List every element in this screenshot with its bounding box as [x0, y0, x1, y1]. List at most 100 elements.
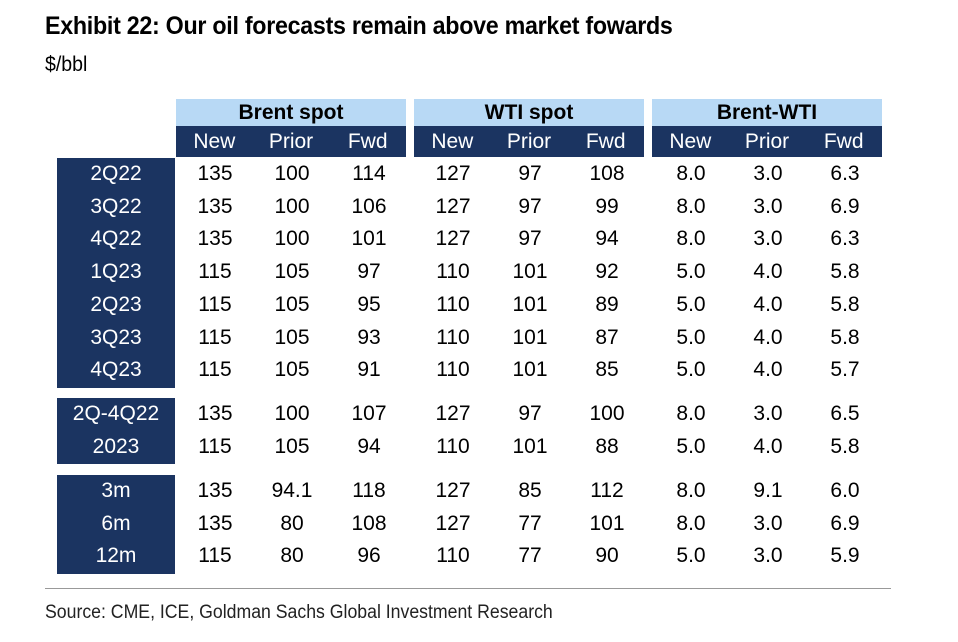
table-cell: 97: [357, 260, 381, 284]
table-cell: 89: [595, 292, 619, 316]
table-cell: 5.0: [676, 544, 706, 568]
table-cell: 115: [198, 434, 232, 458]
table-cell: 6.0: [830, 479, 860, 502]
subheader-row: New Prior Fwd: [414, 126, 644, 157]
table-cell: 95: [357, 292, 381, 316]
table-cell: 5.8: [830, 325, 860, 349]
table-cell: 135: [197, 479, 233, 502]
row-label: 4Q23: [90, 358, 142, 382]
table-cell: 127: [435, 227, 471, 251]
table-cell: 5.0: [676, 325, 706, 349]
table-cell: 97: [518, 194, 542, 218]
table-cell: 115: [198, 325, 232, 349]
subheader-label: Fwd: [585, 130, 626, 153]
table-cell: 101: [512, 434, 548, 458]
table-cell: 110: [436, 325, 470, 349]
table-cell: 6.9: [830, 194, 860, 218]
table-cell: 110: [436, 358, 470, 382]
table-cell: 77: [518, 511, 542, 535]
table-cell: 5.0: [676, 434, 706, 458]
table-cell: 3.0: [753, 162, 783, 185]
table-cell: 115: [198, 292, 232, 316]
table-cell: 97: [518, 227, 542, 251]
table-cell: 135: [197, 162, 233, 185]
table-cell: 94: [595, 227, 619, 251]
table-cell: 127: [435, 194, 471, 218]
table-cell: 8.0: [676, 227, 706, 251]
table-cell: 87: [595, 325, 619, 349]
group-header: Brent-WTI: [652, 99, 882, 126]
table-cell: 110: [436, 544, 470, 568]
table-cell: 3.0: [753, 511, 783, 535]
table-cell: 80: [280, 544, 304, 568]
table-cell: 96: [357, 544, 381, 568]
row-label: 4Q22: [90, 227, 142, 251]
table-cell: 88: [595, 434, 619, 458]
table-cell: 118: [352, 479, 386, 502]
table-cell: 105: [274, 325, 310, 349]
table-cell: 92: [595, 260, 619, 284]
table-cell: 106: [351, 194, 387, 218]
subheader-label: Prior: [268, 130, 314, 153]
table-cell: 110: [436, 260, 470, 284]
row-label: 2Q22: [90, 162, 142, 185]
subheader-label: Fwd: [823, 130, 864, 153]
table-cell: 5.9: [830, 544, 860, 568]
table-cell: 101: [589, 511, 625, 535]
table-cell: 8.0: [676, 511, 706, 535]
table-cell: 100: [274, 162, 310, 185]
table-cell: 5.8: [830, 292, 860, 316]
subheader-label: Prior: [506, 130, 552, 153]
row-label: 6m: [101, 511, 131, 535]
table-cell: 90: [595, 544, 619, 568]
table-cell: 5.0: [676, 292, 706, 316]
table-cell: 100: [274, 194, 310, 218]
subheader-label: New: [193, 130, 236, 153]
table-cell: 110: [436, 292, 470, 316]
row-label: 3m: [101, 479, 131, 502]
table-cell: 5.0: [676, 358, 706, 382]
table-cell: 77: [518, 544, 542, 568]
table-cell: 101: [512, 260, 548, 284]
table-cell: 85: [518, 479, 542, 502]
table-cell: 115: [198, 260, 232, 284]
table-cell: 115: [198, 544, 232, 568]
table-cell: 4.0: [753, 434, 783, 458]
table-cell: 6.3: [830, 162, 860, 185]
table-cell: 9.1: [753, 479, 783, 502]
row-label: 2Q23: [90, 292, 142, 316]
table-cell: 4.0: [753, 325, 783, 349]
table-cell: 100: [274, 402, 310, 425]
table-cell: 127: [435, 479, 471, 502]
table-cell: 80: [280, 511, 304, 535]
table-cell: 127: [435, 162, 471, 185]
table-cell: 101: [351, 227, 387, 251]
row-label-block: [57, 158, 175, 388]
table-cell: 6.5: [830, 402, 860, 425]
table-cell: 135: [197, 194, 233, 218]
table-cell: 135: [197, 402, 233, 425]
table-cell: 135: [197, 511, 233, 535]
row-label: 2Q-4Q22: [72, 402, 160, 425]
subheader-row: New Prior Fwd: [176, 126, 406, 157]
table-cell: 101: [512, 292, 548, 316]
table-cell: 105: [274, 358, 310, 382]
table-cell: 100: [274, 227, 310, 251]
group-header: Brent spot: [176, 99, 406, 126]
row-label-block: [57, 475, 175, 575]
page-subtitle: $/bbl: [45, 53, 88, 76]
subheader-label: Prior: [744, 130, 790, 153]
table-cell: 4.0: [753, 292, 783, 316]
table-cell: 94: [357, 434, 381, 458]
table-cell: 8.0: [676, 162, 706, 185]
table-cell: 99: [595, 194, 619, 218]
row-label: 12m: [95, 544, 137, 568]
table-cell: 5.8: [830, 260, 860, 284]
table-cell: 94.1: [271, 479, 313, 502]
table-cell: 3.0: [753, 402, 783, 425]
table-cell: 4.0: [753, 358, 783, 382]
divider: [45, 588, 891, 589]
subheader-label: New: [431, 130, 474, 153]
table-cell: 115: [198, 358, 232, 382]
table-cell: 6.9: [830, 511, 860, 535]
